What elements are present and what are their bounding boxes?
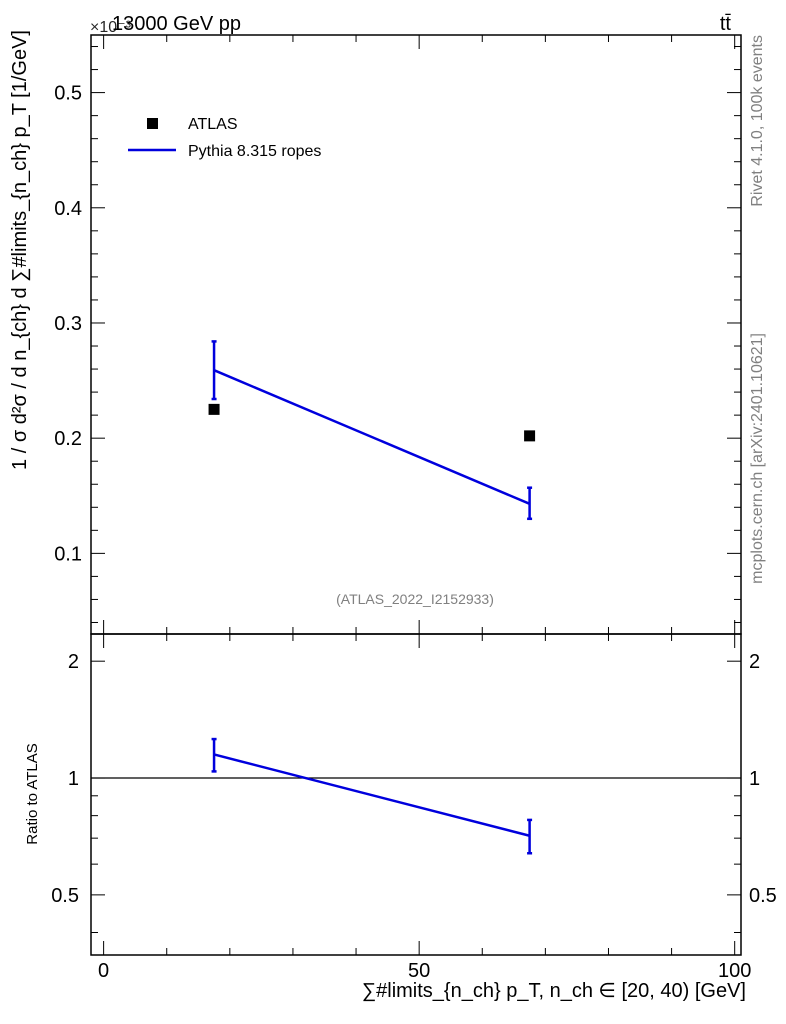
ratio-y-tick-label: 2 <box>68 651 79 673</box>
main-y-tick-label: 0.3 <box>54 313 82 335</box>
exponent-label: ×10⁻³ <box>90 19 132 36</box>
ratio-y-tick-label-right: 1 <box>749 768 760 790</box>
ratio-y-axis-title: Ratio to ATLAS <box>24 743 41 844</box>
legend-atlas-label: ATLAS <box>188 116 238 133</box>
x-tick-label: 100 <box>718 960 751 982</box>
ratio-y-tick-label: 0.5 <box>51 885 79 907</box>
main-y-tick-label: 0.2 <box>54 428 82 450</box>
main-y-tick-label: 0.4 <box>54 198 82 220</box>
main-y-tick-label: 0.5 <box>54 83 82 105</box>
energy-label: 13000 GeV pp <box>112 13 241 35</box>
main-y-tick-label: 0.1 <box>54 543 82 565</box>
atlas-data-point <box>208 403 220 415</box>
mcplots-label: mcplots.cern.ch [arXiv:2401.10621] <box>749 333 766 584</box>
x-tick-label: 50 <box>408 960 430 982</box>
x-axis-title: ∑#limits_{n_ch} p_T, n_ch ∈ [20, 40) [Ge… <box>362 980 746 1002</box>
x-tick-label: 0 <box>98 960 109 982</box>
atlas-data-point <box>524 430 536 442</box>
ratio-y-tick-label-right: 0.5 <box>749 885 777 907</box>
main-data-layer <box>208 340 536 521</box>
process-label: tt̄ <box>720 13 732 35</box>
ratio-pythia-line <box>213 753 530 837</box>
main-y-ticks: 0.1 0.2 0.3 0.4 0.5 <box>54 46 741 623</box>
pythia-line <box>213 369 531 505</box>
ratio-y-ticks: 0.5 0.5 1 1 2 2 <box>51 651 777 933</box>
x-ticks: 0 50 100 <box>98 35 751 982</box>
legend-atlas-marker <box>147 118 158 129</box>
ratio-y-tick-label-right: 2 <box>749 651 760 673</box>
rivet-label: Rivet 4.1.0, 100k events <box>749 35 766 207</box>
analysis-label: (ATLAS_2022_I2152933) <box>336 591 494 607</box>
ratio-data-layer <box>91 737 741 855</box>
legend-pythia-label: Pythia 8.315 ropes <box>188 143 321 160</box>
ratio-panel-frame <box>90 633 742 956</box>
main-y-axis-title: 1 / σ d²σ / d n_{ch} d ∑#limits_{n_ch} p… <box>9 30 31 470</box>
ratio-y-tick-label: 1 <box>68 768 79 790</box>
